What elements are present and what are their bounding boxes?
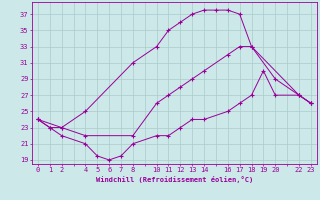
X-axis label: Windchill (Refroidissement éolien,°C): Windchill (Refroidissement éolien,°C) xyxy=(96,176,253,183)
